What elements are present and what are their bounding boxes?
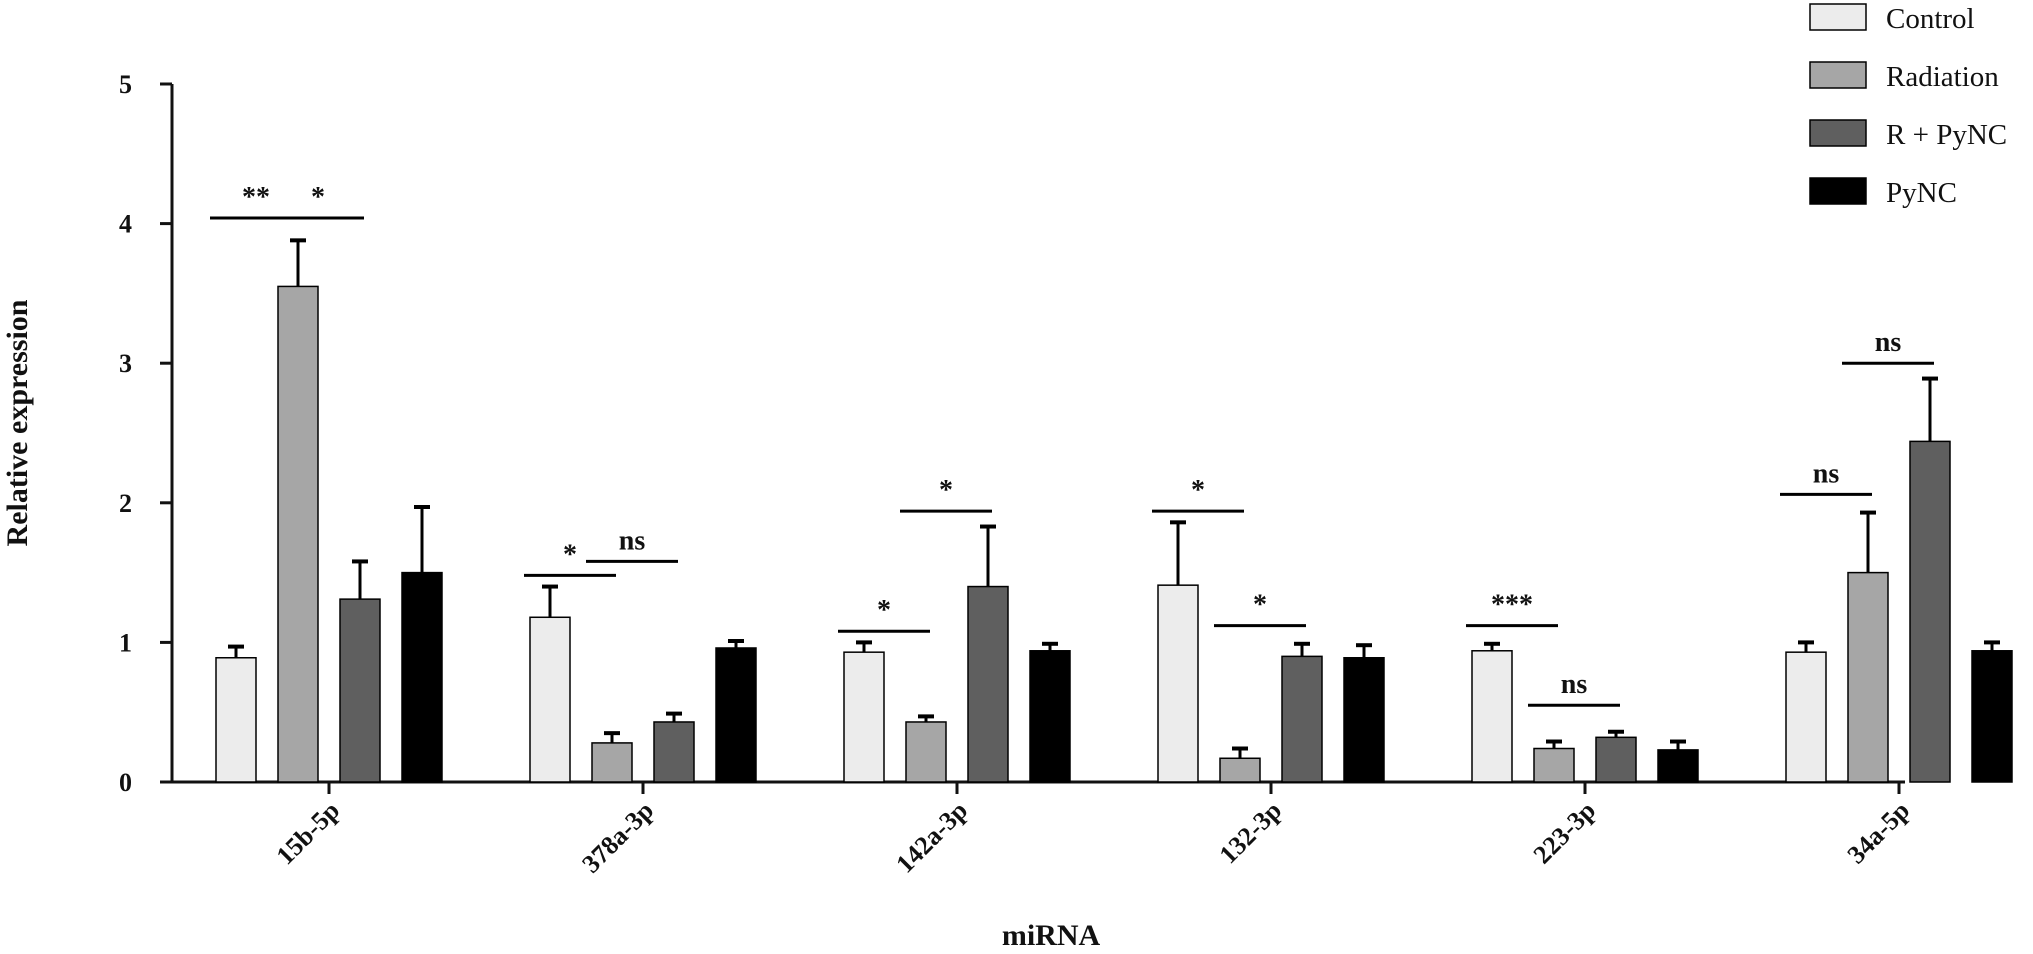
- significance-label: ns: [1813, 458, 1840, 489]
- bar-radiation-223-3p: [1533, 747, 1575, 783]
- y-axis-title: Relative expression: [1, 299, 34, 546]
- bar-r-pync-132-3p: [1281, 655, 1323, 783]
- x-tick-label: 378a-3p: [576, 796, 659, 879]
- legend: Control Radiation R + PyNC PyNC: [1809, 3, 2007, 209]
- significance-label: *: [1191, 475, 1205, 506]
- bars-layer: [215, 238, 2013, 783]
- bar-radiation-15b-5p: [277, 285, 319, 783]
- significance-label: *: [311, 182, 325, 213]
- bar-pync-223-3p: [1657, 749, 1699, 783]
- bar-radiation-34a-5p: [1847, 571, 1889, 783]
- bar-control-378a-3p: [529, 616, 571, 783]
- x-tick-label: 223-3p: [1528, 796, 1602, 870]
- legend-label-radiation: Radiation: [1886, 61, 1999, 93]
- y-tick-label: 5: [119, 70, 132, 99]
- y-tick-label: 3: [119, 349, 132, 378]
- y-tick-label: 1: [119, 628, 132, 657]
- bar-r-pync-378a-3p: [653, 721, 695, 783]
- significance-label: *: [939, 475, 953, 506]
- bar-pync-142a-3p: [1029, 650, 1071, 783]
- legend-label-pync: PyNC: [1886, 177, 1957, 209]
- legend-swatch-radiation: [1809, 61, 1867, 89]
- bar-pync-132-3p: [1343, 657, 1385, 783]
- bar-control-34a-5p: [1785, 651, 1827, 783]
- bar-control-223-3p: [1471, 650, 1513, 783]
- x-tick-label: 142a-3p: [890, 796, 973, 879]
- axes: 0 1 2 3 4 5 15b-5p 378a-3p 142a-3p 132-3p 223-3p 34…: [119, 70, 1915, 879]
- bar-r-pync-223-3p: [1595, 736, 1637, 783]
- legend-label-r-pync: R + PyNC: [1886, 119, 2007, 151]
- significance-label: *: [877, 595, 891, 626]
- significance-label: *: [1253, 590, 1267, 621]
- x-tick-label: 15b-5p: [271, 796, 346, 871]
- y-tick-label: 4: [119, 210, 132, 239]
- bar-control-142a-3p: [843, 651, 885, 783]
- x-axis-title: miRNA: [1002, 919, 1101, 952]
- bar-control-132-3p: [1157, 584, 1199, 783]
- bar-r-pync-142a-3p: [967, 585, 1009, 783]
- bar-radiation-378a-3p: [591, 742, 633, 783]
- y-tick-label: 2: [119, 489, 132, 518]
- x-tick-label: 132-3p: [1214, 796, 1288, 870]
- legend-swatch-pync: [1809, 177, 1867, 205]
- bar-radiation-142a-3p: [905, 721, 947, 783]
- significance-label: **: [242, 182, 270, 213]
- bar-pync-34a-5p: [1971, 650, 2013, 783]
- significance-label: ns: [619, 525, 646, 556]
- bar-control-15b-5p: [215, 657, 257, 783]
- x-tick-label: 34a-5p: [1842, 796, 1916, 870]
- significance-label: *: [563, 539, 577, 570]
- bar-r-pync-15b-5p: [339, 598, 381, 783]
- bar-pync-15b-5p: [401, 571, 443, 783]
- bar-radiation-132-3p: [1219, 757, 1261, 783]
- legend-swatch-control: [1809, 3, 1867, 31]
- significance-label: ns: [1561, 669, 1588, 700]
- legend-swatch-r-pync: [1809, 119, 1867, 147]
- significance-label: ns: [1875, 327, 1902, 358]
- legend-label-control: Control: [1886, 3, 1975, 35]
- significance-label: ***: [1491, 590, 1533, 621]
- y-tick-label: 0: [119, 768, 132, 797]
- bar-pync-378a-3p: [715, 647, 757, 783]
- bar-r-pync-34a-5p: [1909, 440, 1951, 783]
